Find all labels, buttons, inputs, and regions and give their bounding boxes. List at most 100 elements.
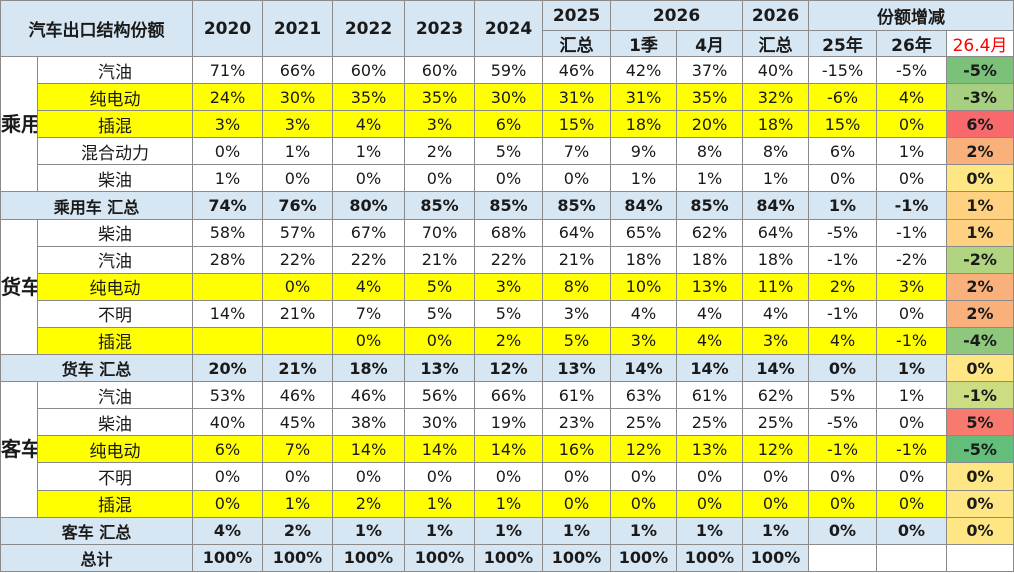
value-cell: 7% bbox=[542, 137, 611, 166]
value-cell: 38% bbox=[332, 408, 405, 437]
value-cell: 0% bbox=[876, 164, 948, 193]
value-cell: 25% bbox=[675, 408, 744, 437]
value-cell: 35% bbox=[332, 83, 405, 112]
total-value-cell: 100% bbox=[192, 543, 263, 572]
group-label: 乘用车 bbox=[0, 55, 38, 193]
group-label: 客车 bbox=[0, 381, 38, 518]
total-value-cell: 100% bbox=[742, 543, 810, 572]
value-cell: -5% bbox=[808, 218, 878, 247]
summary-value-cell: 0% bbox=[808, 354, 878, 383]
value-cell: 67% bbox=[332, 218, 405, 247]
total-value-cell bbox=[808, 543, 878, 572]
value-cell: -6% bbox=[808, 83, 878, 112]
value-cell: 5% bbox=[404, 272, 475, 301]
summary-value-cell: 14% bbox=[610, 354, 677, 383]
value-cell: 8% bbox=[742, 137, 810, 166]
table-row: 插混 0% 0% 2% 5% 3% 4% 3% 4% -1% -4% bbox=[1, 326, 1014, 356]
value-cell: 0% bbox=[876, 110, 948, 139]
total-value-cell: 100% bbox=[675, 543, 744, 572]
col-change-26-apr: 26.4月 bbox=[946, 30, 1014, 57]
delta-cell: 0% bbox=[946, 462, 1014, 491]
value-cell: 19% bbox=[474, 408, 543, 437]
value-cell: 0% bbox=[474, 164, 543, 193]
value-cell: 13% bbox=[675, 435, 744, 464]
row-label: 汽油 bbox=[37, 381, 193, 410]
value-cell: 18% bbox=[742, 245, 810, 274]
value-cell: 31% bbox=[610, 83, 677, 112]
table-row: 柴油 1% 0% 0% 0% 0% 0% 1% 1% 1% 0% 0% 0% bbox=[1, 164, 1014, 193]
col-2026-group: 2026 bbox=[609, 0, 744, 31]
summary-value-cell: 1% bbox=[610, 516, 677, 545]
value-cell: -1% bbox=[808, 299, 878, 328]
value-cell: 18% bbox=[675, 245, 744, 274]
row-label: 混合动力 bbox=[37, 137, 193, 166]
total-value-cell: 100% bbox=[542, 543, 611, 572]
value-cell: 0% bbox=[876, 408, 948, 437]
value-cell: 0% bbox=[542, 164, 611, 193]
value-cell: 0% bbox=[404, 164, 475, 193]
value-cell: 9% bbox=[610, 137, 677, 166]
value-cell: 62% bbox=[675, 218, 744, 247]
table-row: 纯电动 24% 30% 35% 35% 30% 31% 31% 35% 32% -6% 4% -3% bbox=[1, 83, 1014, 112]
value-cell: 6% bbox=[192, 435, 263, 464]
value-cell: 5% bbox=[808, 381, 878, 410]
summary-label: 乘用车 汇总 bbox=[0, 191, 193, 220]
value-cell: 30% bbox=[262, 83, 333, 112]
value-cell: 21% bbox=[404, 245, 475, 274]
row-label: 纯电动 bbox=[37, 83, 193, 112]
value-cell: 8% bbox=[542, 272, 611, 301]
table-row: 不明 0% 0% 0% 0% 0% 0% 0% 0% 0% 0% 0% 0% bbox=[1, 462, 1014, 491]
value-cell: 11% bbox=[742, 272, 810, 301]
value-cell: 60% bbox=[404, 55, 475, 85]
delta-cell: 2% bbox=[946, 272, 1014, 301]
value-cell: 2% bbox=[808, 272, 878, 301]
value-cell: 65% bbox=[610, 218, 677, 247]
value-cell: 3% bbox=[262, 110, 333, 139]
col-2026-apr: 4月 bbox=[675, 30, 744, 57]
value-cell: 1% bbox=[404, 489, 475, 518]
total-value-cell bbox=[876, 543, 948, 572]
delta-cell: 0% bbox=[946, 516, 1014, 545]
row-label: 汽油 bbox=[37, 245, 193, 274]
value-cell: 62% bbox=[742, 381, 810, 410]
summary-row: 乘用车 汇总 74% 76% 80% 85% 85% 85% 84% 85% 84% 1% -1% 1% bbox=[0, 191, 1014, 220]
table-row: 插混 3% 3% 4% 3% 6% 15% 18% 20% 18% 15% 0% 6% bbox=[1, 110, 1014, 139]
value-cell: 2% bbox=[332, 489, 405, 518]
table-row: 货车 柴油 58% 57% 67% 70% 68% 64% 65% 62% 64% -5% -1% 1% bbox=[0, 218, 1014, 356]
value-cell: 46% bbox=[332, 381, 405, 410]
delta-cell: 0% bbox=[946, 489, 1014, 518]
summary-value-cell: 1% bbox=[474, 516, 543, 545]
summary-value-cell: 21% bbox=[262, 354, 333, 383]
summary-value-cell: 74% bbox=[192, 191, 263, 220]
summary-value-cell: 84% bbox=[610, 191, 677, 220]
value-cell: 64% bbox=[542, 218, 611, 247]
value-cell: 61% bbox=[542, 381, 611, 410]
delta-cell: -4% bbox=[946, 326, 1014, 356]
delta-cell: -2% bbox=[946, 245, 1014, 274]
value-cell: 4% bbox=[808, 326, 878, 356]
value-cell: 0% bbox=[610, 462, 677, 491]
value-cell: 7% bbox=[262, 435, 333, 464]
value-cell: 4% bbox=[876, 83, 948, 112]
value-cell bbox=[192, 326, 263, 356]
value-cell: 10% bbox=[610, 272, 677, 301]
value-cell: 4% bbox=[332, 110, 405, 139]
value-cell: 1% bbox=[332, 137, 405, 166]
value-cell: 15% bbox=[542, 110, 611, 139]
value-cell: 0% bbox=[876, 299, 948, 328]
value-cell: 0% bbox=[808, 164, 878, 193]
value-cell: 0% bbox=[332, 164, 405, 193]
value-cell: 1% bbox=[192, 164, 263, 193]
value-cell: 0% bbox=[742, 489, 810, 518]
value-cell: 0% bbox=[474, 462, 543, 491]
value-cell: 18% bbox=[742, 110, 810, 139]
value-cell: 40% bbox=[192, 408, 263, 437]
summary-value-cell: 85% bbox=[404, 191, 475, 220]
value-cell: 3% bbox=[404, 110, 475, 139]
value-cell bbox=[192, 272, 263, 301]
summary-value-cell: 14% bbox=[675, 354, 744, 383]
value-cell: 31% bbox=[542, 83, 611, 112]
value-cell: 15% bbox=[808, 110, 878, 139]
col-2022: 2022 bbox=[332, 0, 405, 57]
